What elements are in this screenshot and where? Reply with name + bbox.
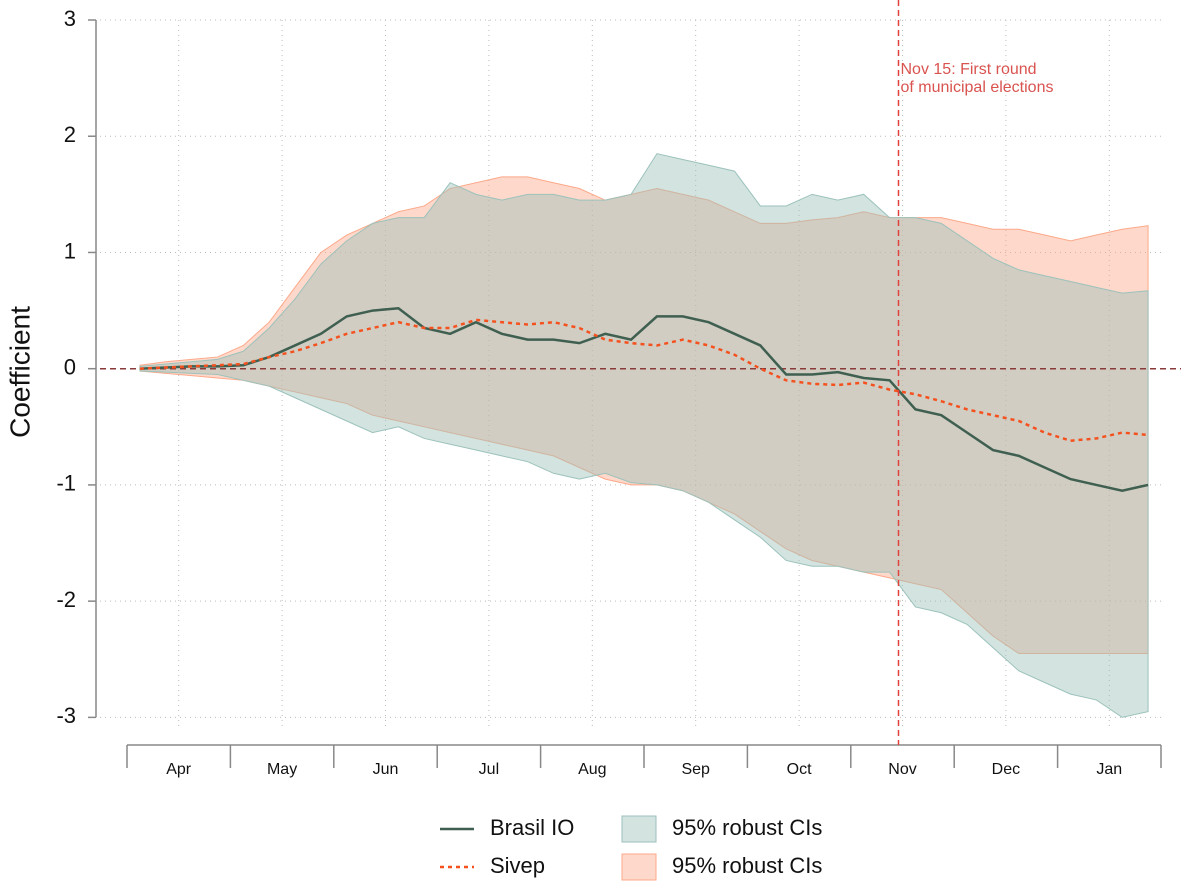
- series-line: [139, 318, 1149, 443]
- y-tick-label: -1: [56, 471, 76, 496]
- x-tick-label: Aug: [578, 761, 606, 778]
- y-tick-label: -2: [56, 587, 76, 612]
- x-tick-label: Jan: [1096, 761, 1122, 778]
- x-tick-label: Nov: [888, 761, 916, 778]
- annotation: Nov 15: First round: [901, 61, 1037, 78]
- legend-label: Sivep: [490, 853, 545, 878]
- x-tick-label: May: [267, 761, 297, 778]
- legend-label: 95% robust CIs: [672, 853, 822, 878]
- y-axis-label: Coefficient: [4, 306, 35, 438]
- y-tick-label: 1: [64, 238, 76, 263]
- legend-label: Brasil IO: [490, 815, 574, 840]
- y-tick-label: 2: [64, 122, 76, 147]
- legend-swatch: [621, 815, 657, 843]
- ci-band: [139, 153, 1149, 718]
- series-line: [139, 306, 1149, 493]
- y-tick-label: -3: [56, 703, 76, 728]
- x-tick-label: Jun: [373, 761, 399, 778]
- x-tick-label: Oct: [787, 761, 812, 778]
- legend-label: 95% robust CIs: [672, 815, 822, 840]
- annotation: of municipal elections: [901, 79, 1054, 96]
- x-tick-label: Sep: [681, 761, 710, 778]
- y-tick-label: 0: [64, 355, 76, 380]
- x-tick-label: Jul: [479, 761, 499, 778]
- x-tick-label: Apr: [166, 761, 192, 778]
- y-tick-label: 3: [64, 6, 76, 31]
- legend-swatch: [621, 853, 657, 881]
- x-tick-label: Dec: [992, 761, 1020, 778]
